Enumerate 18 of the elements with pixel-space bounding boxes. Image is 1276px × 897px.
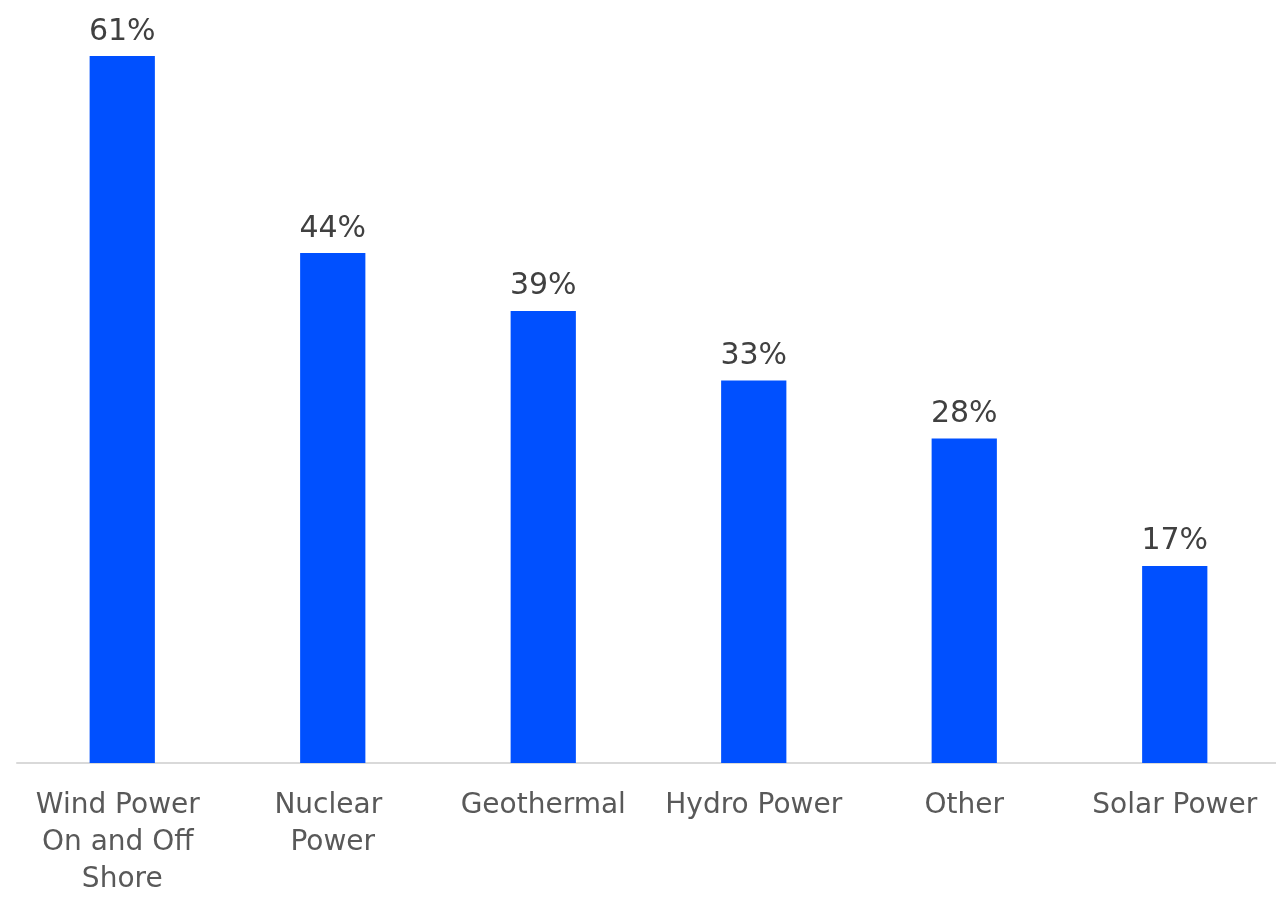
bar — [300, 253, 366, 763]
x-tick-label: Other — [924, 787, 1005, 820]
bar — [89, 56, 155, 763]
x-tick-label: Solar Power — [1092, 787, 1258, 820]
data-label: 28% — [930, 393, 998, 429]
data-label: 44% — [299, 208, 367, 244]
data-label: 33% — [720, 336, 788, 372]
x-tick-label: Hydro Power — [665, 787, 843, 820]
data-label: 17% — [1141, 521, 1209, 557]
bar — [1142, 565, 1208, 763]
data-label: 39% — [509, 266, 577, 302]
x-tick-label: Wind Power On and Off Shore — [35, 787, 209, 894]
bar — [510, 310, 576, 763]
bar — [931, 438, 997, 763]
x-tick-label: Nuclear Power — [274, 787, 392, 857]
bar — [721, 380, 787, 763]
data-label: 61% — [88, 11, 156, 47]
x-tick-label: Geothermal — [460, 787, 626, 820]
